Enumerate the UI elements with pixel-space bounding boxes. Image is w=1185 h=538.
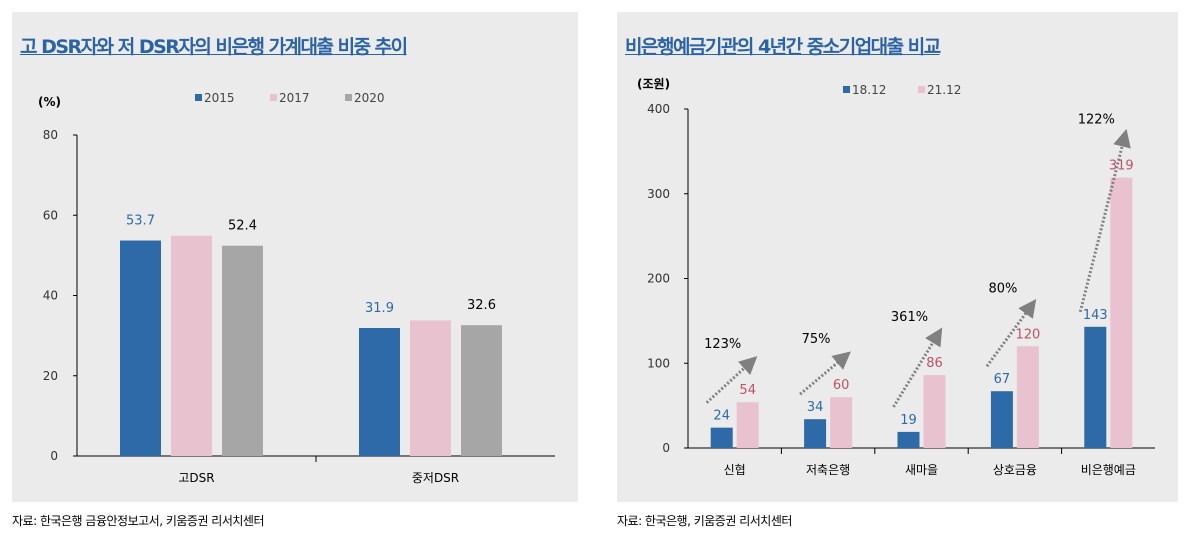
- y-axis-unit: (%): [38, 95, 61, 109]
- data-label: 32.6: [467, 298, 496, 313]
- chart-title: 고 DSR자와 저 DSR자의 비은행 가계대출 비중 추이: [20, 36, 408, 58]
- data-label: 19: [900, 413, 917, 428]
- y-tick-label: 0: [50, 449, 58, 463]
- y-tick-label: 20: [43, 369, 58, 383]
- bar-2015: [359, 328, 400, 456]
- x-tick-label: 고DSR: [178, 471, 214, 485]
- y-tick-label: 100: [647, 356, 670, 370]
- data-label: 319: [1109, 159, 1134, 174]
- bar-18.12: [710, 427, 733, 448]
- growth-label: 75%: [802, 332, 831, 347]
- data-label: 67: [994, 372, 1011, 387]
- legend-swatch: [270, 94, 277, 101]
- bar-18.12: [990, 391, 1013, 448]
- data-label: 34: [807, 400, 824, 415]
- data-label: 24: [713, 409, 730, 424]
- legend-swatch: [918, 86, 925, 93]
- growth-label: 80%: [988, 281, 1017, 296]
- y-tick-label: 300: [647, 187, 670, 201]
- bar-21.12: [736, 402, 759, 448]
- bar-2017: [410, 320, 451, 456]
- data-label: 53.7: [126, 214, 155, 229]
- bar-21.12: [1016, 346, 1039, 448]
- legend-label: 2020: [354, 91, 385, 105]
- bar-2020: [222, 245, 263, 456]
- y-axis-unit: (조원): [637, 77, 670, 91]
- growth-label: 361%: [891, 310, 928, 325]
- bar-18.12: [804, 419, 827, 448]
- x-tick-label: 저축은행: [806, 462, 850, 477]
- chart-title: 비은행예금기관의 4년간 중소기업대출 비교: [625, 36, 941, 58]
- bar-2020: [461, 325, 502, 456]
- source-note: 자료: 한국은행 금융안정보고서, 키움증권 리서치센터: [12, 514, 265, 528]
- data-label: 120: [1015, 327, 1040, 342]
- data-label: 52.4: [228, 219, 257, 234]
- bar-18.12: [897, 431, 920, 448]
- bar-2015: [120, 240, 161, 456]
- y-tick-label: 80: [43, 128, 58, 142]
- bar-21.12: [830, 397, 853, 448]
- legend-label: 2017: [279, 91, 310, 105]
- bar-18.12: [1084, 326, 1107, 448]
- y-tick-label: 400: [647, 102, 670, 116]
- data-label: 86: [926, 356, 943, 371]
- growth-label: 122%: [1078, 113, 1115, 128]
- legend-swatch: [195, 94, 202, 101]
- x-tick-label: 신협: [724, 463, 746, 477]
- data-label: 31.9: [365, 301, 394, 316]
- growth-arrow: [1078, 128, 1131, 313]
- y-tick-label: 200: [647, 272, 670, 286]
- x-tick-label: 중저DSR: [412, 471, 459, 485]
- growth-arrow: [705, 356, 758, 404]
- y-tick-label: 60: [43, 208, 58, 222]
- x-tick-label: 새마을: [905, 463, 938, 477]
- legend-label: 21.12: [927, 83, 961, 97]
- legend-swatch: [843, 86, 850, 93]
- data-label: 60: [833, 378, 850, 393]
- legend-label: 18.12: [852, 83, 886, 97]
- growth-label: 123%: [704, 337, 741, 352]
- x-tick-label: 비은행예금: [1081, 462, 1136, 477]
- legend-swatch: [345, 94, 352, 101]
- bar-21.12: [923, 375, 946, 448]
- chart-panel-dsr: 고 DSR자와 저 DSR자의 비은행 가계대출 비중 추이: [12, 12, 578, 502]
- data-label: 143: [1083, 308, 1108, 323]
- source-note: 자료: 한국은행, 키움증권 리서치센터: [617, 514, 792, 528]
- x-tick-label: 상호금융: [993, 463, 1037, 477]
- legend-label: 2015: [204, 91, 235, 105]
- bar-21.12: [1110, 177, 1133, 448]
- y-tick-label: 0: [662, 441, 670, 455]
- data-label: 54: [739, 383, 756, 398]
- bar-2017: [171, 235, 212, 456]
- y-tick-label: 40: [43, 289, 58, 303]
- growth-arrow: [985, 299, 1037, 368]
- growth-arrow: [799, 351, 851, 396]
